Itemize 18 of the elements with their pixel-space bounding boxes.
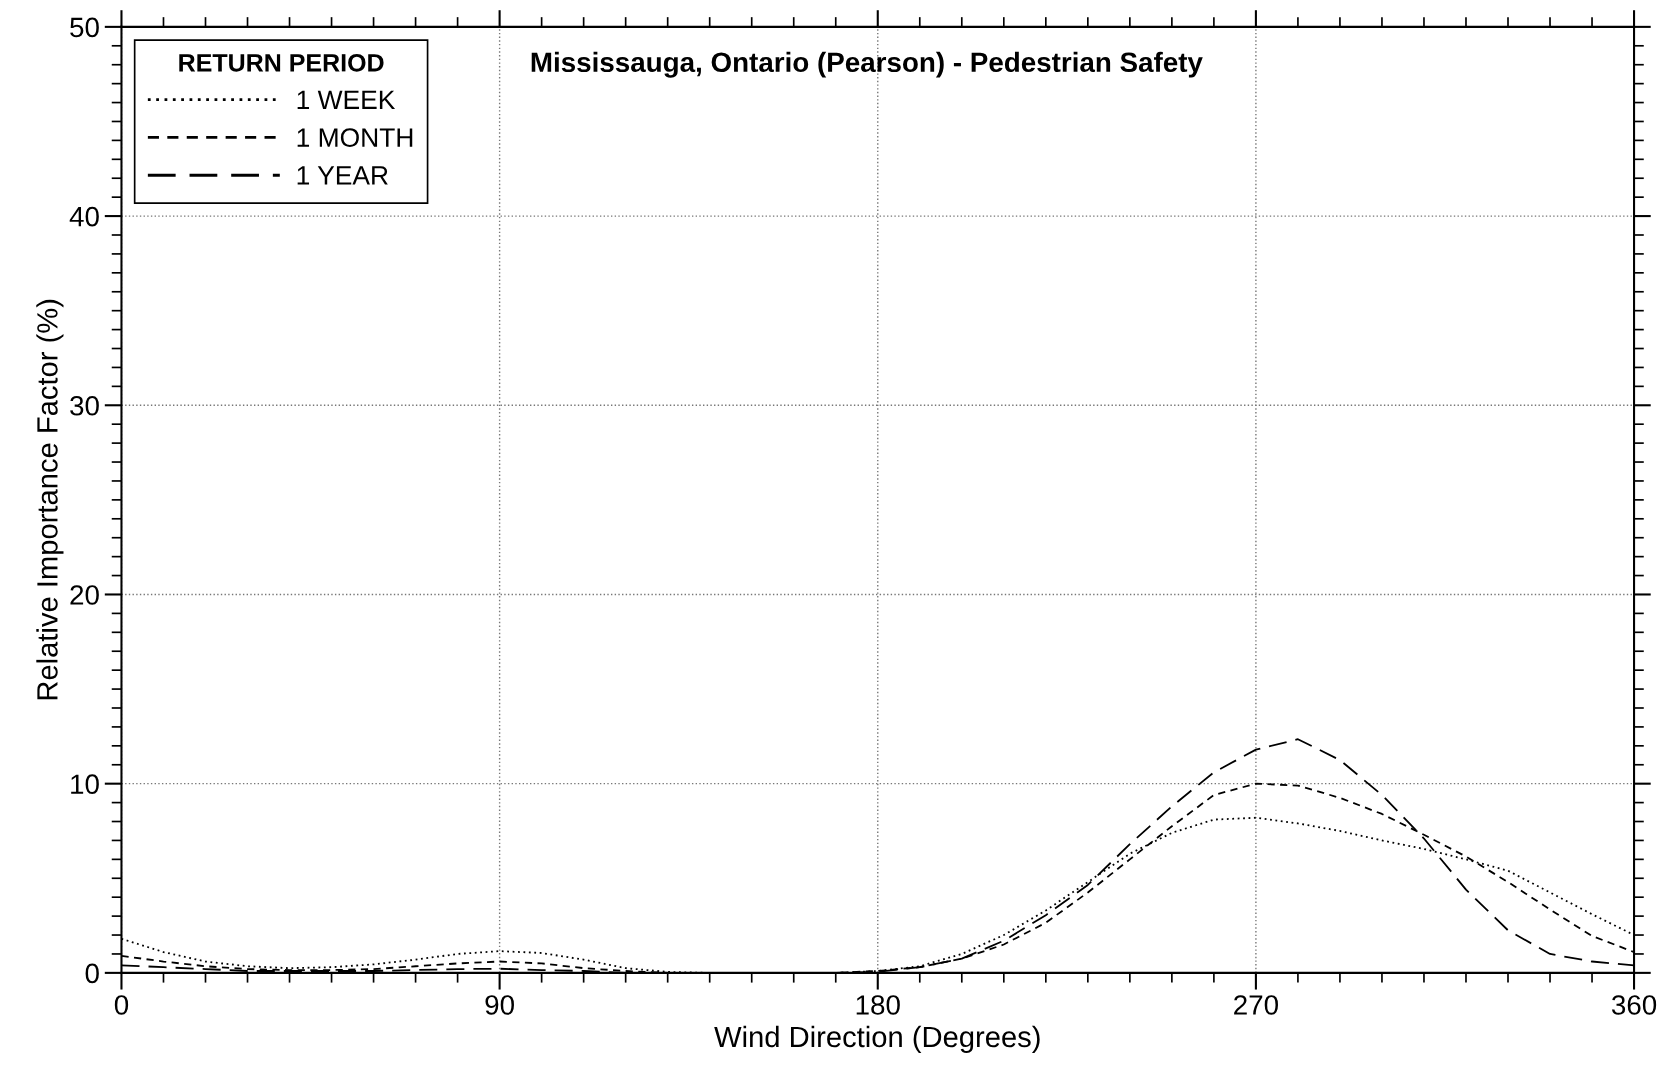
y-tick-label: 0	[85, 963, 99, 984]
legend-label: 1 WEEK	[297, 90, 396, 109]
y-tick-label: 40	[69, 206, 99, 227]
y-tick-label: 50	[70, 17, 99, 38]
y-tick-label: 30	[70, 395, 99, 416]
x-tick-label: 270	[1234, 995, 1278, 1015]
legend-label: 1 YEAR	[297, 166, 388, 185]
text: Mississauga, Ontario (Pearson) - Pedestrian Safety	[531, 51, 1203, 78]
y-axis-title: Relative Importance Factor (%)	[36, 299, 64, 700]
y-tick-label: 10	[71, 774, 99, 795]
legend-title: RETURN PERIOD	[179, 53, 384, 72]
x-axis-title: Wind Direction (Degrees)	[714, 1025, 1040, 1054]
x-tick-label: 90	[485, 995, 514, 1015]
x-tick-label: 0	[114, 995, 129, 1015]
y-tick-label: 20	[70, 585, 99, 605]
x-tick-label: 360	[1611, 995, 1657, 1015]
legend-label: 1 MONTH	[297, 128, 413, 147]
x-tick-label: 180	[856, 995, 900, 1015]
